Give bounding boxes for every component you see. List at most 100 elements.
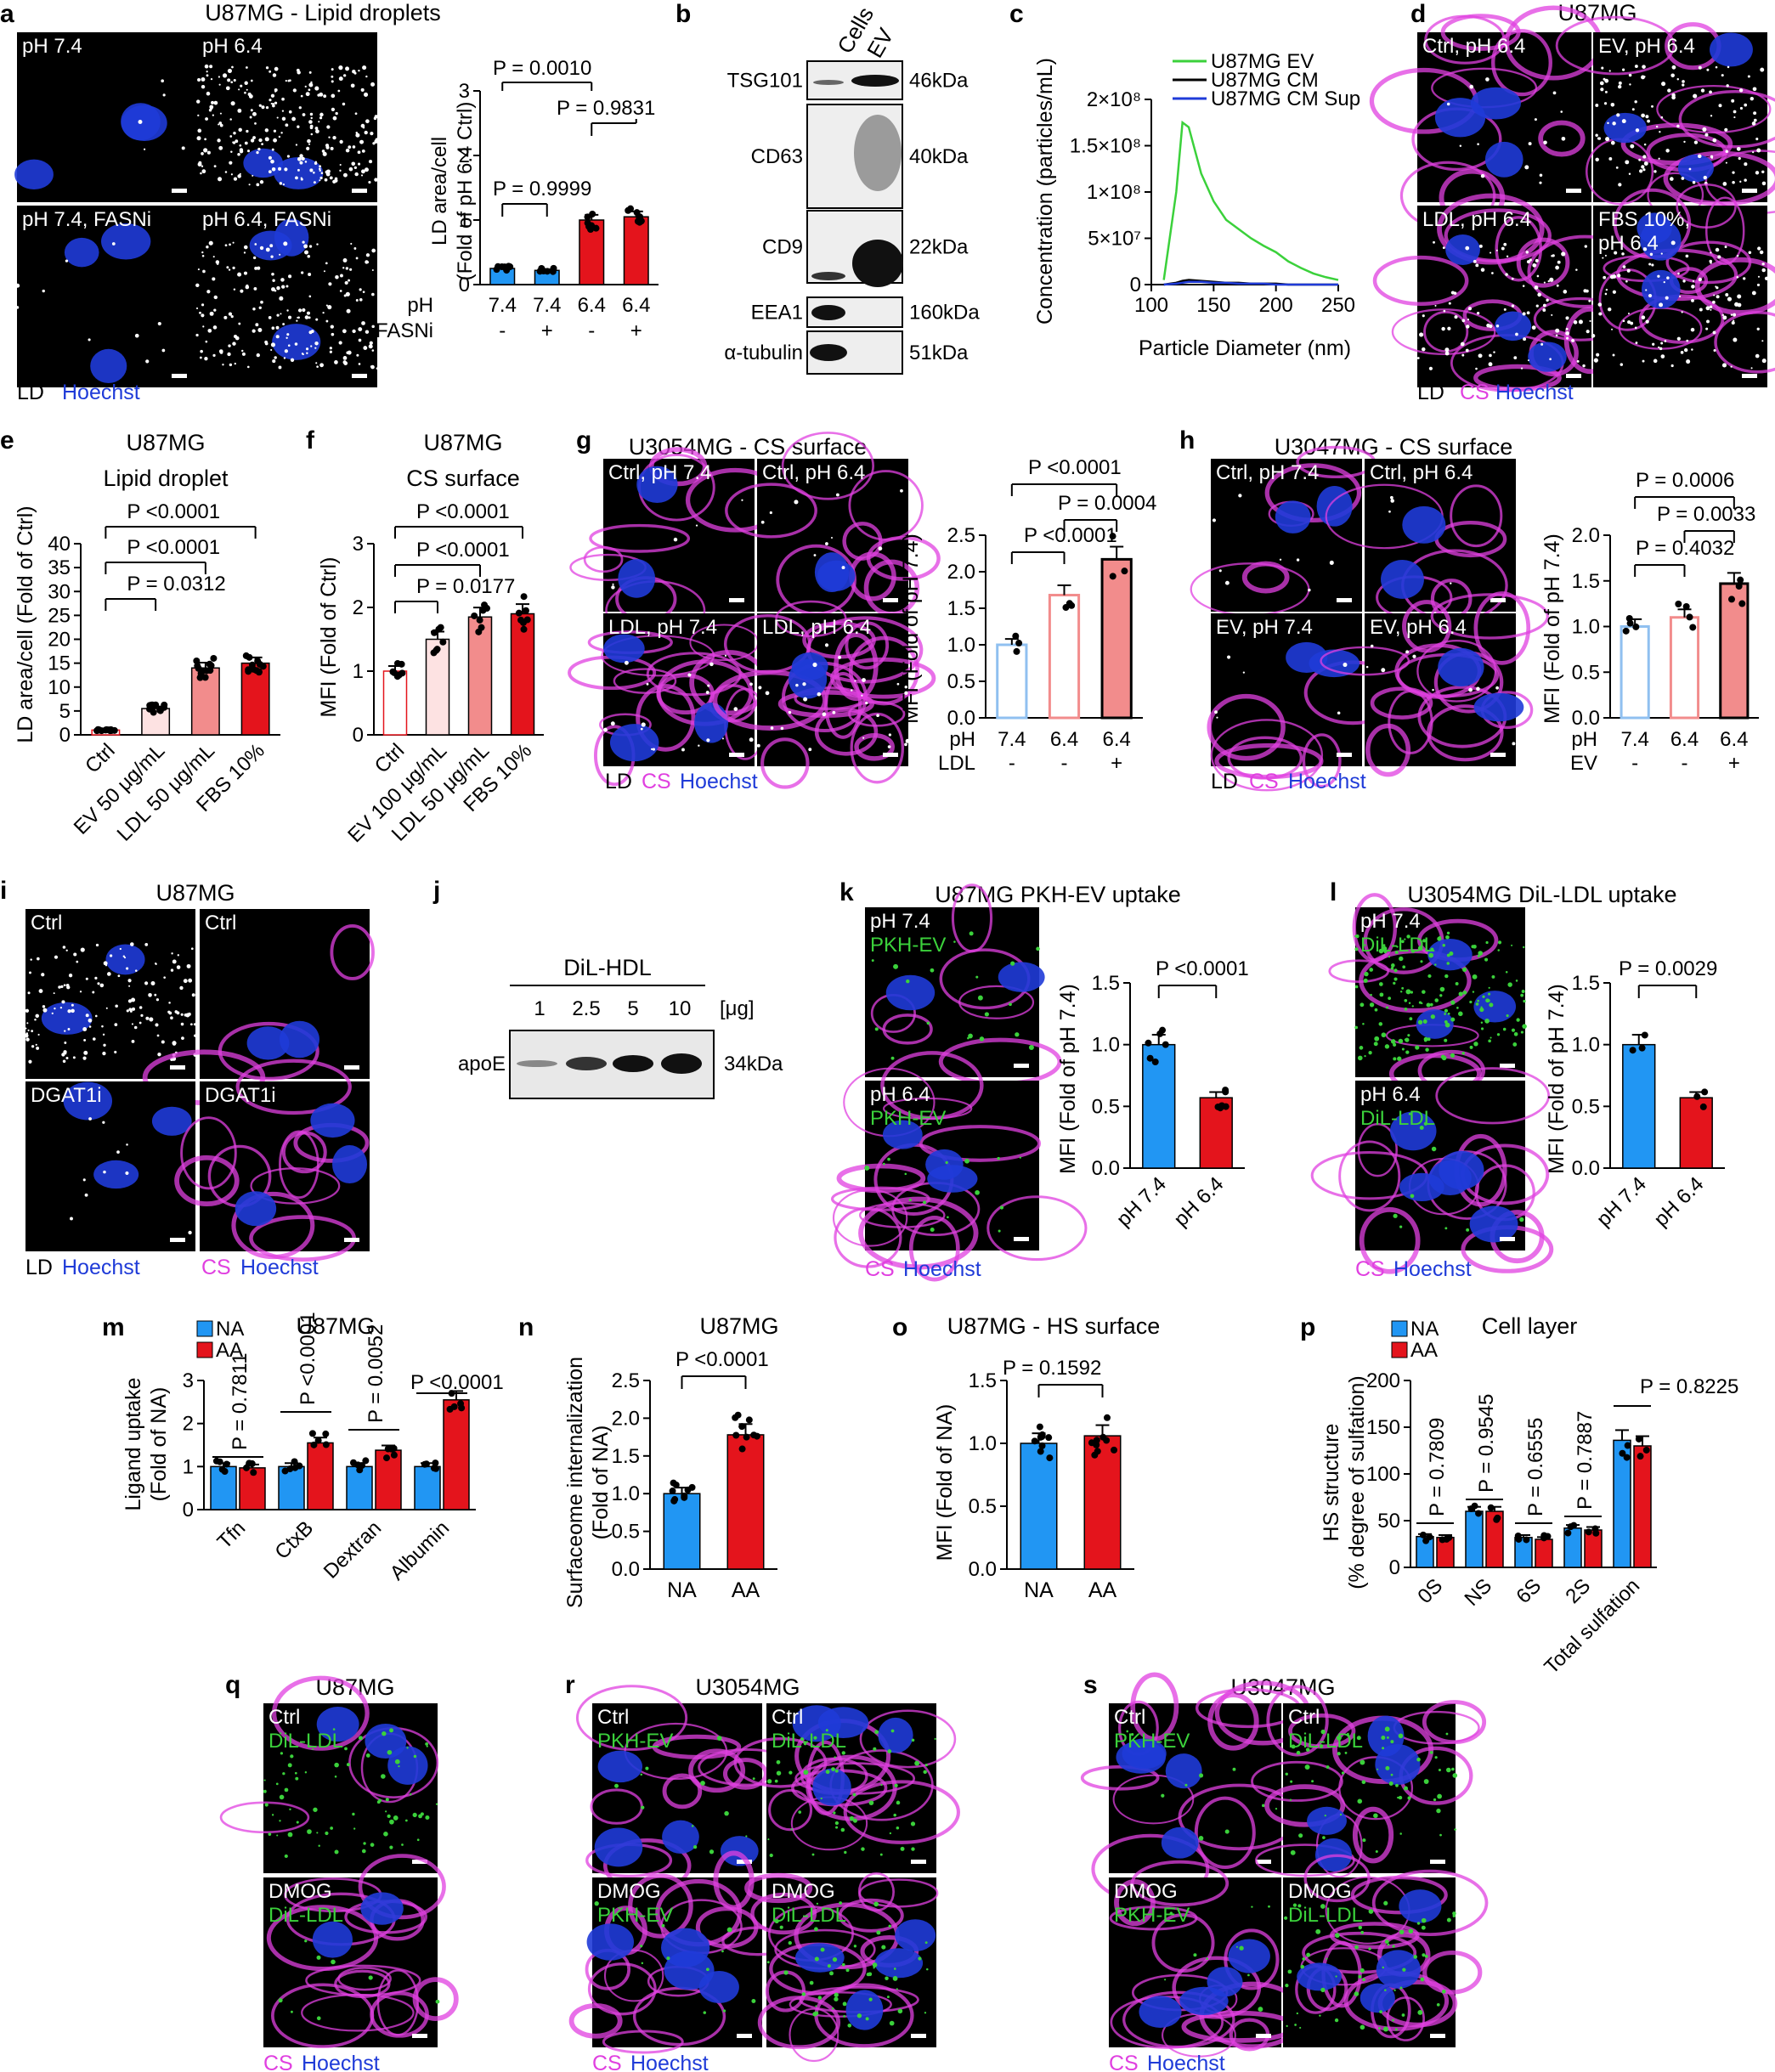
lipid-droplet [269,70,272,73]
panel-title: DiL-HDL [563,955,652,980]
uptake-puncta [997,1156,1000,1160]
lipid-droplet [1598,312,1603,316]
lipid-droplet [331,93,336,99]
lipid-droplet [1513,356,1518,360]
tile-label: LDL, pH 6.4 [1422,208,1531,231]
lipid-droplet [328,136,331,138]
uptake-puncta [947,1216,949,1219]
scale-bar [412,1860,427,1864]
lipid-droplet [239,150,244,154]
lipid-droplet [1505,273,1508,276]
y-tick-label: 0 [183,1499,194,1522]
uptake-puncta [1462,991,1467,995]
lipid-droplet [1526,260,1530,264]
uptake-puncta [1428,952,1434,958]
data-point [1619,1449,1626,1457]
uptake-puncta [934,1737,936,1741]
micrograph-tile [865,884,1062,1086]
lipid-droplet [265,247,270,252]
uptake-puncta [1357,1798,1363,1804]
lipid-droplet [1555,328,1560,333]
uptake-puncta [1344,1752,1348,1754]
cs-stain [1350,1875,1448,1915]
lipid-droplet [342,172,348,178]
nucleus [794,1943,845,1973]
category-label: Albumin [386,1516,454,1584]
lipid-droplet [308,120,313,124]
lipid-droplet [25,1032,29,1035]
lipid-droplet [154,993,157,996]
lipid-droplet [270,93,275,98]
lipid-droplet [38,989,43,993]
lipid-droplet [308,88,311,92]
legend-label: AA [216,1339,243,1362]
lipid-droplet [1764,276,1769,280]
data-point [1693,1092,1701,1100]
legend-hoechst: Hoechst [302,2052,380,2072]
lipid-droplet [230,81,234,84]
tile-label: Ctrl [31,912,62,934]
scale-bar [1566,374,1581,378]
lipid-droplet [314,127,319,130]
lipid-droplet [364,130,368,135]
lipid-droplet [243,271,248,275]
uptake-puncta [1506,1014,1509,1018]
lipid-droplet [1750,96,1754,101]
lipid-droplet [304,85,307,88]
lipid-droplet [1709,90,1712,94]
lipid-droplet [195,333,199,337]
uptake-puncta [1358,1925,1363,1930]
lipid-droplet [1642,247,1648,251]
lipid-droplet [65,949,68,951]
uptake-puncta [1373,1813,1378,1819]
lane-label: 1 [534,997,545,1020]
lipid-droplet [1461,319,1466,323]
lipid-droplet [65,983,70,987]
uptake-puncta [853,1945,857,1948]
scale-bar [1490,753,1506,757]
lipid-droplet [1634,100,1637,104]
lipid-droplet [1238,494,1242,498]
nucleus [312,1921,353,1958]
panel-title: CS surface [406,466,520,491]
lipid-droplet [301,156,305,161]
bar [240,662,270,736]
uptake-puncta [1199,1773,1204,1778]
lipid-droplet [246,129,249,133]
uptake-puncta [1286,2024,1288,2028]
data-point [1146,1054,1154,1062]
lipid-droplet [127,979,132,983]
uptake-puncta [1484,957,1489,962]
lipid-droplet [232,342,236,346]
uptake-puncta [1439,935,1441,939]
lipid-droplet [1736,255,1739,257]
lipid-droplet [1730,313,1733,316]
lipid-droplet [181,1036,184,1041]
lipid-droplet [705,691,709,695]
lipid-droplet [206,246,209,249]
nucleus [1710,32,1753,67]
lipid-droplet [1738,156,1741,161]
uptake-puncta [1409,1017,1413,1021]
lipid-droplet [15,283,20,288]
uptake-puncta [1364,971,1369,977]
uptake-puncta [1378,982,1383,986]
x-axis-label: Particle Diameter (nm) [1139,336,1351,360]
lipid-droplet [128,985,131,987]
lipid-droplet [350,83,355,88]
lipid-droplet [107,972,111,976]
lipid-droplet [227,78,231,82]
lipid-droplet [297,125,300,128]
row-label: FASNi [376,319,433,342]
uptake-puncta [1368,1051,1372,1055]
nucleus [925,1149,964,1180]
lipid-droplet [239,172,241,175]
uptake-puncta [1477,954,1480,957]
uptake-puncta [1399,1225,1403,1228]
lipid-droplet [1721,363,1727,368]
lipid-droplet [200,172,202,175]
cs-stain [636,684,696,752]
lipid-droplet [61,1053,65,1057]
category-label: NA [1024,1578,1054,1602]
lipid-droplet [354,172,359,177]
